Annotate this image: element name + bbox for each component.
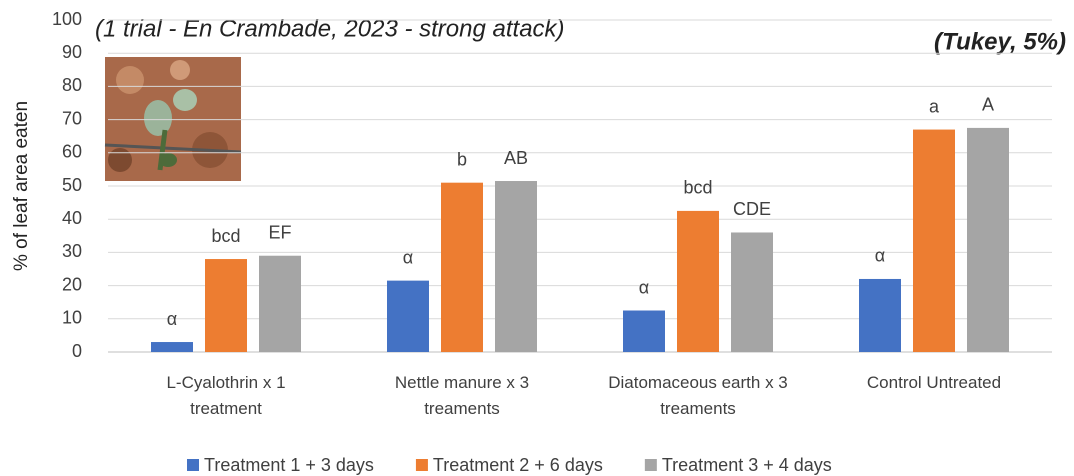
bar-annotation: bcd [211, 226, 240, 246]
bar [441, 182, 483, 352]
bar-annotation: α [875, 246, 885, 266]
bar [623, 310, 665, 352]
legend-label: Treatment 3 + 4 days [662, 455, 832, 475]
chart-title: (1 trial - En Crambade, 2023 - strong at… [95, 15, 565, 42]
x-tick-label: Nettle manure x 3 treaments [394, 373, 530, 418]
bar [731, 232, 773, 352]
photo [104, 57, 242, 181]
bar-annotation: α [639, 277, 649, 297]
bar [387, 280, 429, 352]
bar [495, 181, 537, 352]
bar [259, 255, 301, 352]
y-tick-label: 100 [52, 9, 82, 29]
bar-annotation: A [982, 95, 994, 115]
bar-annotation: α [167, 309, 177, 329]
y-tick-label: 40 [62, 208, 82, 228]
x-tick-label: Diatomaceous earth x 3 treaments [608, 373, 788, 418]
bar-annotation: b [457, 149, 467, 169]
legend: Treatment 1 + 3 days Treatment 2 + 6 days… [187, 455, 832, 475]
legend-swatch [644, 459, 657, 471]
bar-annotation: a [929, 96, 940, 116]
bar-annotation: bcd [683, 178, 712, 198]
chart-subtitle: (Tukey, 5%) [934, 28, 1066, 55]
bar-annotation: AB [504, 148, 528, 168]
legend-swatch [415, 459, 428, 471]
y-tick-label: 70 [62, 108, 82, 128]
y-tick-label: 10 [62, 308, 82, 328]
y-tick-label: 0 [72, 341, 82, 361]
x-tick-label: Control Untreated [866, 373, 1002, 392]
y-tick-label: 90 [62, 42, 82, 62]
bar [967, 127, 1009, 353]
bar [151, 342, 193, 352]
y-tick-label: 30 [62, 241, 82, 261]
legend-swatch [187, 459, 199, 471]
x-tick-label: L-Cyalothrin x 1 treatment [166, 373, 286, 418]
y-tick-label: 20 [62, 274, 82, 294]
bar-annotation: CDE [733, 199, 771, 219]
y-axis-label: % of leaf area eaten [11, 101, 32, 271]
bar-annotation: EF [268, 222, 291, 242]
legend-label: Treatment 1 + 3 days [204, 455, 374, 475]
y-tick-label: 50 [62, 175, 82, 195]
bar [913, 129, 955, 352]
bar [677, 210, 719, 352]
y-tick-label: 80 [62, 75, 82, 95]
y-tick-label: 60 [62, 142, 82, 162]
bar [859, 278, 901, 352]
bar-annotation: α [403, 247, 413, 267]
legend-label: Treatment 2 + 6 days [433, 455, 603, 475]
bar [205, 259, 247, 352]
